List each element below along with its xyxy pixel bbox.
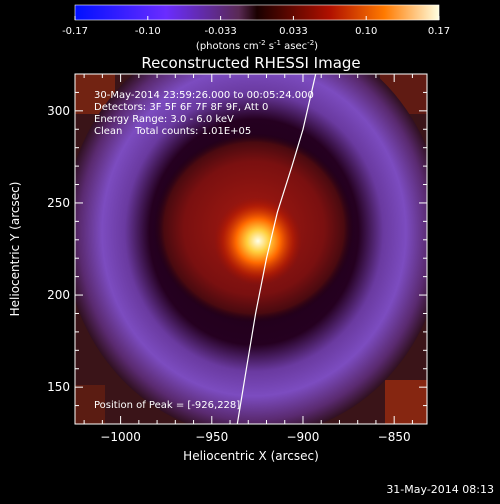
- annotation-counts: Clean Total counts: 1.01E+05: [94, 126, 251, 137]
- colorbar-tick-label: 0.17: [428, 26, 450, 37]
- axis-ticks: −1000 −950 −900 −850 150 200 250 300: [47, 73, 427, 444]
- x-axis-label: Heliocentric X (arcsec): [183, 449, 319, 463]
- x-tick-label: −900: [286, 430, 319, 444]
- x-tick-label: −950: [195, 430, 228, 444]
- annotation-block: 30-May-2014 23:59:26.000 to 00:05:24.000…: [94, 90, 314, 137]
- colorbar-tick-label: 0.10: [355, 26, 377, 37]
- y-tick-label: 150: [47, 380, 70, 394]
- x-tick-label: −850: [378, 430, 411, 444]
- annotation-energy: Energy Range: 3.0 - 6.0 keV: [94, 114, 234, 125]
- colorbar-tick-label: 0.033: [279, 26, 308, 37]
- peak-label: Position of Peak = [-926,228]: [94, 400, 240, 411]
- timestamp: 31-May-2014 08:13: [386, 483, 494, 496]
- colorbar-tick-label: -0.17: [62, 26, 88, 37]
- colorbar-tick-label: -0.033: [204, 26, 236, 37]
- heatmap-image: [75, 74, 427, 424]
- annotation-time: 30-May-2014 23:59:26.000 to 00:05:24.000: [94, 90, 314, 101]
- plot-frame: [74, 73, 428, 425]
- annotation-detectors: Detectors: 3F 5F 6F 7F 8F 9F, Att 0: [94, 102, 268, 113]
- colorbar-ticks: -0.17 -0.10 -0.033 0.033 0.10 0.17: [62, 16, 450, 37]
- colorbar-tick-label: -0.10: [135, 26, 161, 37]
- y-axis-label: Heliocentric Y (arcsec): [8, 182, 22, 317]
- y-tick-label: 250: [47, 196, 70, 210]
- x-tick-label: −1000: [100, 430, 141, 444]
- chart-title: Reconstructed RHESSI Image: [141, 54, 360, 72]
- colorbar-unit-label: (photons cm-2 s-1 asec-2): [196, 39, 318, 52]
- y-tick-label: 200: [47, 288, 70, 302]
- y-tick-label: 300: [47, 104, 70, 118]
- solar-limb-curve: [236, 74, 317, 424]
- colorbar: [74, 4, 440, 21]
